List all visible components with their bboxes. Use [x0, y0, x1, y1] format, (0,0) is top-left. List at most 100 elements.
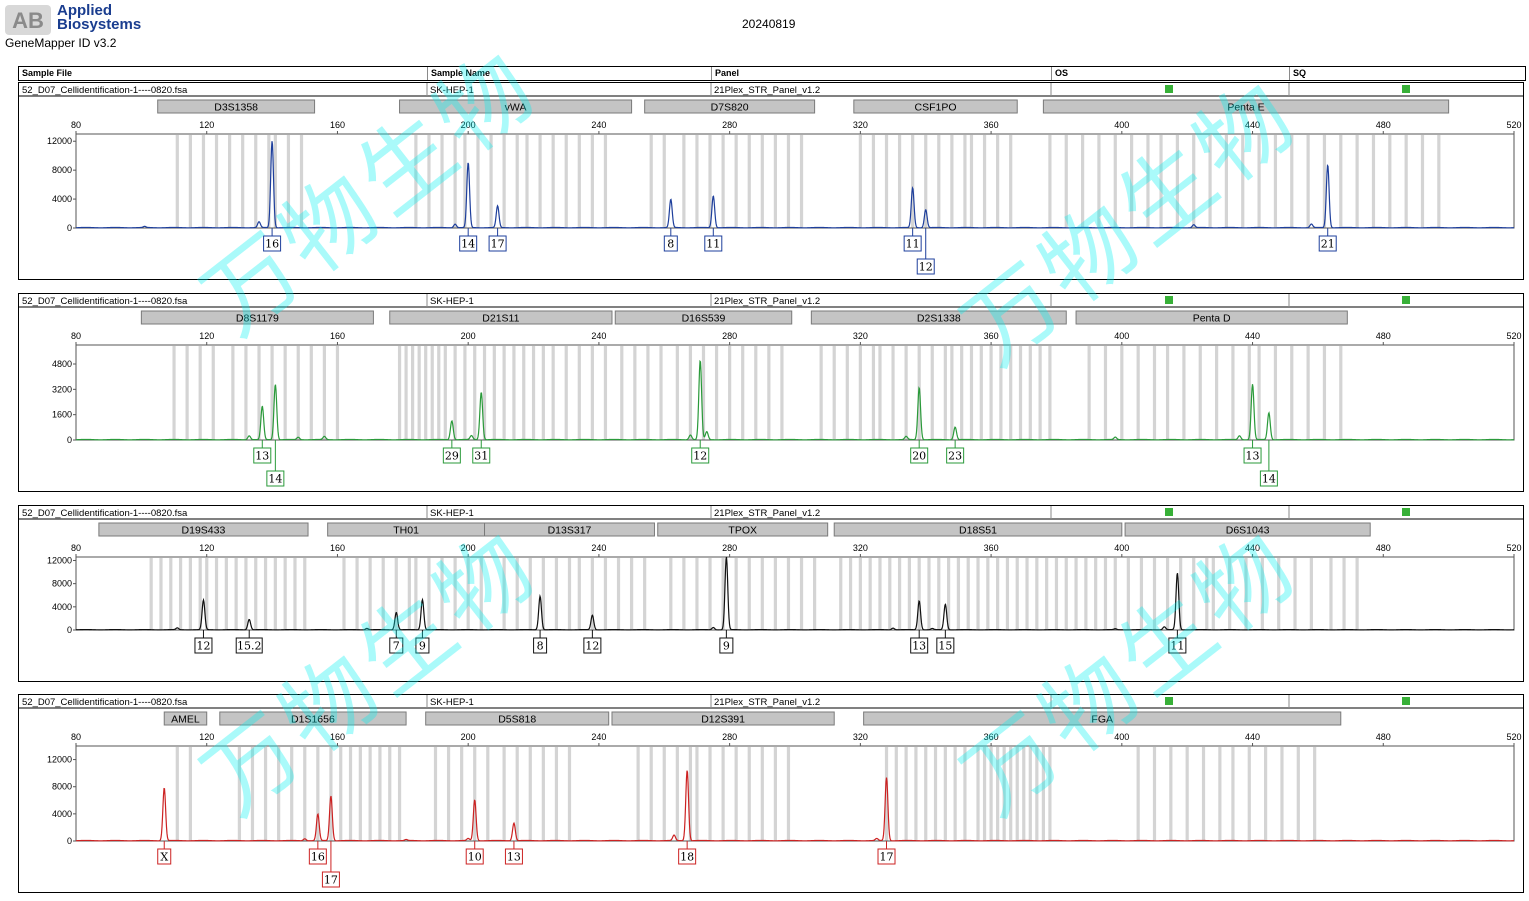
marker-label: D19S433: [182, 525, 226, 537]
bin-bar: [969, 135, 974, 228]
marker-d12s391[interactable]: D12S391: [611, 711, 835, 726]
allele-label[interactable]: 8: [663, 228, 678, 252]
marker-d3s1358[interactable]: D3S1358: [157, 99, 316, 114]
allele-label[interactable]: X: [157, 841, 172, 865]
allele-label[interactable]: 13: [910, 630, 929, 654]
allele-label[interactable]: 31: [472, 440, 491, 464]
allele-label[interactable]: 12: [194, 630, 213, 654]
bin-bar: [976, 558, 980, 630]
bin-bar: [884, 747, 889, 841]
sample-info-row[interactable]: 52_D07_Cellidentification-1----0820.fsa S…: [19, 695, 1523, 709]
bin-bar: [1015, 558, 1019, 630]
allele-label[interactable]: 20: [910, 440, 929, 464]
allele-label[interactable]: 17: [877, 841, 896, 865]
y-tick-label: 12000: [47, 136, 72, 146]
allele-label[interactable]: 11: [1168, 630, 1187, 654]
allele-label-text: 17: [324, 874, 338, 887]
allele-label-text: 23: [948, 450, 962, 463]
col-sq[interactable]: SQ: [1289, 67, 1525, 80]
bin-bar: [1045, 558, 1049, 630]
sample-info-row[interactable]: 52_D07_Cellidentification-1----0820.fsa S…: [19, 506, 1523, 520]
bin-bar: [708, 558, 712, 630]
bin-bar: [267, 135, 271, 228]
panel-value: 21Plex_STR_Panel_v1.2: [714, 697, 820, 708]
marker-d13s317[interactable]: D13S317: [484, 522, 655, 537]
marker-th01[interactable]: TH01: [327, 522, 486, 537]
marker-tpox[interactable]: TPOX: [657, 522, 829, 537]
x-tick-label: 80: [71, 120, 81, 130]
x-tick-label: 200: [461, 120, 476, 130]
bin-bar: [701, 346, 706, 440]
allele-label[interactable]: 9: [415, 630, 430, 654]
bin-bar: [937, 558, 941, 630]
sample-info-row[interactable]: 52_D07_Cellidentification-1----0820.fsa S…: [19, 294, 1523, 308]
allele-label[interactable]: 13: [253, 440, 272, 464]
allele-label[interactable]: 12: [691, 440, 710, 464]
allele-label[interactable]: 18: [678, 841, 697, 865]
allele-label[interactable]: 17: [488, 228, 507, 252]
electropherogram-panel-red: 52_D07_Cellidentification-1----0820.fsa S…: [18, 694, 1524, 893]
col-sample-file[interactable]: Sample File: [22, 68, 73, 78]
bin-bar: [551, 135, 555, 228]
bin-bar: [721, 135, 725, 228]
marker-d8s1179[interactable]: D8S1179: [140, 310, 374, 325]
marker-vwa[interactable]: vWA: [399, 99, 633, 114]
allele-label[interactable]: 11: [704, 228, 723, 252]
allele-label[interactable]: 14: [266, 440, 285, 487]
allele-label[interactable]: 13: [504, 841, 523, 865]
marker-d6s1043[interactable]: D6S1043: [1124, 522, 1371, 537]
sample-info-row[interactable]: 52_D07_Cellidentification-1----0820.fsa S…: [19, 83, 1523, 97]
allele-label[interactable]: 14: [459, 228, 478, 252]
allele-label[interactable]: 16: [263, 228, 282, 252]
allele-label[interactable]: 11: [903, 228, 922, 252]
allele-label[interactable]: 15.2: [235, 630, 263, 654]
marker-d21s11[interactable]: D21S11: [389, 310, 613, 325]
bin-bar: [1296, 747, 1300, 841]
allele-label[interactable]: 15: [936, 630, 955, 654]
allele-label[interactable]: 12: [916, 228, 935, 275]
marker-d16s539[interactable]: D16S539: [614, 310, 793, 325]
bin-bar: [924, 135, 928, 228]
marker-penta-e[interactable]: Penta E: [1042, 99, 1450, 114]
marker-d2s1338[interactable]: D2S1338: [810, 310, 1067, 325]
allele-label[interactable]: 7: [389, 630, 404, 654]
bin-bar: [924, 747, 928, 841]
marker-d18s51[interactable]: D18S51: [833, 522, 1123, 537]
bin-bar: [996, 747, 1000, 841]
allele-label[interactable]: 16: [308, 841, 327, 865]
bin-bar: [463, 135, 467, 228]
col-os[interactable]: OS: [1051, 67, 1289, 80]
allele-label[interactable]: 21: [1318, 228, 1337, 252]
allele-label[interactable]: 8: [533, 630, 548, 654]
allele-label[interactable]: 23: [946, 440, 965, 464]
allele-label-text: 14: [461, 238, 475, 251]
allele-label[interactable]: 13: [1243, 440, 1262, 464]
marker-d19s433[interactable]: D19S433: [98, 522, 309, 537]
bin-bar: [950, 346, 954, 440]
bin-bar: [1260, 558, 1264, 630]
allele-label[interactable]: 9: [719, 630, 734, 654]
col-sample-name[interactable]: Sample Name: [427, 67, 711, 80]
bin-bar: [273, 558, 277, 630]
allele-label[interactable]: 29: [442, 440, 461, 464]
marker-csf1po[interactable]: CSF1PO: [853, 99, 1018, 114]
marker-d1s1656[interactable]: D1S1656: [219, 711, 407, 726]
bin-bar: [1192, 135, 1196, 228]
bin-bar: [515, 747, 519, 841]
marker-amel[interactable]: AMEL: [163, 711, 208, 726]
allele-label[interactable]: 12: [583, 630, 602, 654]
allele-label[interactable]: 17: [321, 841, 340, 888]
col-panel[interactable]: Panel: [711, 67, 1051, 80]
allele-label[interactable]: 10: [465, 841, 484, 865]
bin-bar: [799, 558, 804, 630]
marker-d7s820[interactable]: D7S820: [644, 99, 816, 114]
bin-bar: [832, 346, 836, 440]
bin-bar: [463, 346, 467, 440]
sq-status-indicator: [1402, 697, 1410, 705]
marker-penta-d[interactable]: Penta D: [1075, 310, 1348, 325]
marker-fga[interactable]: FGA: [863, 711, 1342, 726]
allele-label[interactable]: 14: [1259, 440, 1278, 487]
allele-label-text: 12: [919, 261, 933, 274]
marker-d5s818[interactable]: D5S818: [425, 711, 610, 726]
bin-bar: [1009, 135, 1013, 228]
